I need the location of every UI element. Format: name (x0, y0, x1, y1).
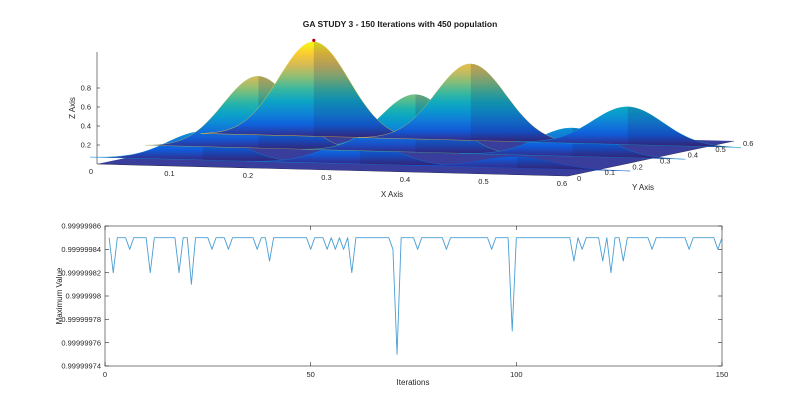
surface-peak-shape (200, 41, 427, 140)
best-point-marker (312, 38, 316, 42)
y-tick-label: 0.99999982 (61, 268, 101, 277)
surface-peak-shade (572, 128, 686, 160)
x-tick-label: 0 (103, 370, 107, 379)
y-tick-label: 0.4 (688, 151, 698, 160)
x-tick-label: 0.3 (321, 173, 331, 182)
x-tick-label: 100 (510, 370, 523, 379)
z-tick-label: 0.8 (81, 84, 91, 93)
line-plot-ticks: 0 50 100 150 0.99999974 0.99999976 0.99999978 0… (61, 222, 728, 379)
surface-peak-shade (360, 140, 474, 167)
surface-peak (357, 63, 584, 144)
surface-plot: 0.2 0.4 0.6 0.8 0 0.1 0.2 0.3 0.4 0.5 0.6 0 0.1 0.2 0.… (68, 38, 754, 199)
y-tick-label: 0.2 (632, 162, 642, 171)
y-tick-label: 0.99999984 (61, 245, 101, 254)
x-tick-label: 150 (716, 370, 729, 379)
x-tick-label: 0.4 (400, 175, 410, 184)
y-axis-label: Y Axis (632, 183, 654, 192)
x-tick-label: 0 (89, 167, 93, 176)
line-plot-series (108, 237, 723, 355)
surface-bumps (90, 38, 741, 172)
line-x-axis-label: Iterations (397, 378, 430, 387)
z-axis-label: Z Axis (68, 97, 77, 119)
y-tick-label: 0.9999998 (66, 292, 101, 301)
z-tick-label: 0.2 (81, 141, 91, 150)
surface-peak (514, 106, 741, 148)
x-tick-label: 50 (306, 370, 314, 379)
series-line (108, 237, 723, 355)
surface-peak-shape (357, 63, 584, 144)
y-tick-label: 0.6 (743, 139, 753, 148)
surface-peak-shade (470, 63, 584, 144)
x-tick-label: 0.1 (164, 169, 174, 178)
x-tick-label: 0.5 (478, 177, 488, 186)
x-axis-label: X Axis (381, 190, 403, 199)
y-tick-label: 0.99999978 (61, 315, 101, 324)
y-tick-label: 0.3 (660, 157, 670, 166)
surface-peak-shape (514, 106, 741, 148)
y-tick-label: 0.99999986 (61, 222, 101, 231)
surface-peak-shape (459, 127, 686, 160)
z-tick-label: 0.6 (81, 103, 91, 112)
line-plot: 0 50 100 150 0.99999974 0.99999976 0.99999978 0… (55, 222, 728, 387)
y-tick-label: 0.1 (605, 168, 615, 177)
y-tick-label: 0.99999974 (61, 362, 101, 371)
line-plot-axes-box (104, 225, 723, 367)
surface-peak-shade (517, 156, 631, 171)
line-y-axis-label: Maximum Value (55, 267, 64, 324)
y-tick-label: 0 (577, 174, 581, 183)
x-tick-label: 0.2 (243, 171, 253, 180)
figure-title: GA STUDY 3 - 150 Iterations with 450 pop… (303, 19, 498, 29)
z-tick-label: 0.4 (81, 122, 91, 131)
surface-peak-shade (203, 131, 317, 163)
surface-peak-shade (627, 106, 741, 148)
surface-peak (404, 156, 631, 172)
surface-peak (459, 127, 686, 160)
surface-peak (200, 41, 427, 140)
surface-peak-shade (313, 41, 427, 140)
x-tick-label: 0.6 (557, 179, 567, 188)
surface-peak-shape (404, 156, 631, 172)
y-tick-label: 0.5 (715, 145, 725, 154)
surface-ticks: 0.2 0.4 0.6 0.8 0 0.1 0.2 0.3 0.4 0.5 0.6 0 0.1 0.2 0.… (81, 84, 754, 188)
y-tick-label: 0.99999976 (61, 338, 101, 347)
